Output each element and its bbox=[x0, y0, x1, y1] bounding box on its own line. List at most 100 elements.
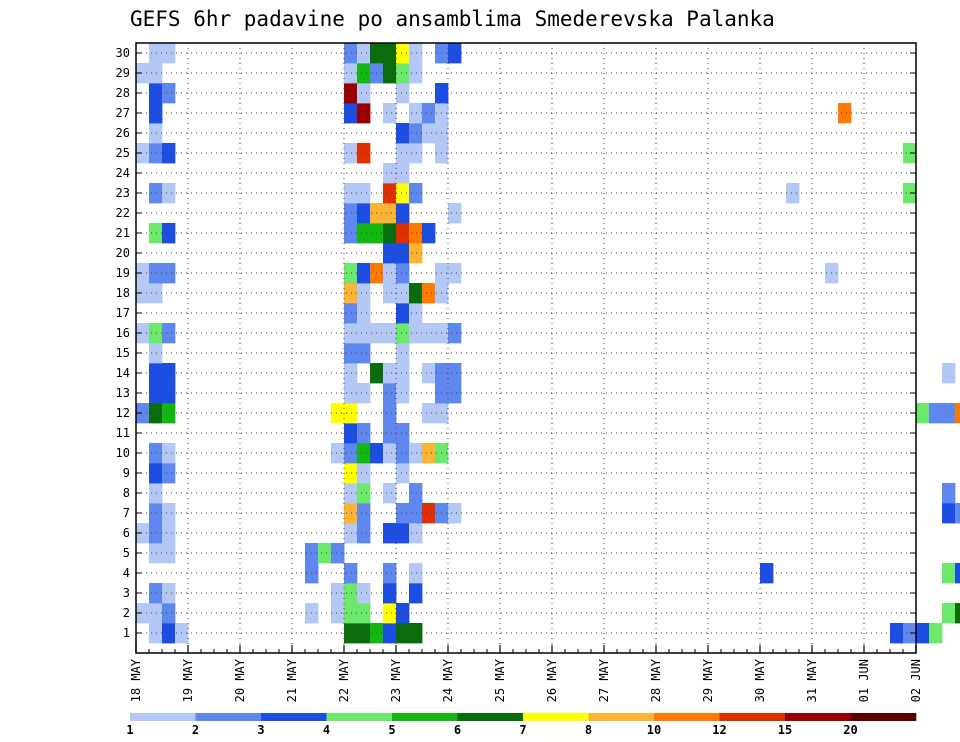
x-tick-label: 30 MAY bbox=[753, 658, 767, 702]
cell-m21-s21 bbox=[409, 223, 423, 244]
y-tick-label: 10 bbox=[116, 446, 130, 460]
cell-m18-s20 bbox=[396, 283, 410, 304]
cell-m4-s16 bbox=[344, 563, 358, 584]
cell-m25-s17 bbox=[357, 143, 371, 164]
cell-m13-s2 bbox=[162, 383, 176, 404]
cell-m3-s19 bbox=[383, 583, 397, 604]
cell-m16-s24 bbox=[448, 323, 462, 344]
cell-m29-s0 bbox=[136, 63, 150, 84]
cell-m28-s20 bbox=[396, 83, 410, 104]
cell-m6-s21 bbox=[409, 523, 423, 544]
cell-m7-s17 bbox=[357, 503, 371, 524]
y-axis-ticks: 1234567891011121314151617181920212223242… bbox=[116, 46, 916, 640]
cell-m11-s16 bbox=[344, 423, 358, 444]
cell-m21-s16 bbox=[344, 223, 358, 244]
cell-m26-s21 bbox=[409, 123, 423, 144]
cell-m21-s22 bbox=[422, 223, 436, 244]
x-tick-label: 31 MAY bbox=[805, 658, 819, 702]
colorbar-label: 2 bbox=[192, 723, 199, 737]
cell-m2-s15 bbox=[331, 603, 345, 624]
cell-m7-s2 bbox=[162, 503, 176, 524]
colorbar-segment bbox=[785, 713, 851, 721]
x-tick-label: 26 MAY bbox=[545, 658, 559, 702]
cell-m2-s63 bbox=[955, 603, 960, 624]
cell-m27-s21 bbox=[409, 103, 423, 124]
cell-m12-s62 bbox=[942, 403, 956, 424]
colorbar-segment bbox=[588, 713, 655, 721]
cell-m19-s1 bbox=[149, 263, 163, 284]
cell-m1-s59 bbox=[903, 623, 917, 644]
colorbar-label: 6 bbox=[454, 723, 461, 737]
cell-m16-s21 bbox=[409, 323, 423, 344]
colorbar-segment bbox=[392, 713, 458, 721]
cell-m10-s2 bbox=[162, 443, 176, 464]
cell-m14-s16 bbox=[344, 363, 358, 384]
cell-m8-s16 bbox=[344, 483, 358, 504]
cell-m28-s16 bbox=[344, 83, 358, 104]
cell-m22-s16 bbox=[344, 203, 358, 224]
cell-m29-s21 bbox=[409, 63, 423, 84]
cell-m19-s0 bbox=[136, 263, 150, 284]
x-tick-label: 01 JUN bbox=[857, 659, 871, 702]
cell-m13-s17 bbox=[357, 383, 371, 404]
y-tick-label: 1 bbox=[123, 626, 130, 640]
cell-m15-s1 bbox=[149, 343, 163, 364]
cell-m30-s24 bbox=[448, 43, 462, 64]
cell-m7-s1 bbox=[149, 503, 163, 524]
cell-m27-s19 bbox=[383, 103, 397, 124]
cell-m12-s16 bbox=[344, 403, 358, 424]
cell-m2-s2 bbox=[162, 603, 176, 624]
cell-m23-s17 bbox=[357, 183, 371, 204]
plot-frame bbox=[135, 42, 917, 654]
cell-m25-s21 bbox=[409, 143, 423, 164]
cell-m13-s24 bbox=[448, 383, 462, 404]
cell-m22-s24 bbox=[448, 203, 462, 224]
cell-m7-s16 bbox=[344, 503, 358, 524]
cell-m25-s1 bbox=[149, 143, 163, 164]
cell-m28-s2 bbox=[162, 83, 176, 104]
cell-m20-s19 bbox=[383, 243, 397, 264]
x-tick-label: 29 MAY bbox=[701, 658, 715, 702]
x-tick-label: 22 MAY bbox=[337, 658, 351, 702]
colorbar-label: 5 bbox=[388, 723, 395, 737]
cell-m12-s0 bbox=[136, 403, 150, 424]
cell-m14-s20 bbox=[396, 363, 410, 384]
colorbar-label: 8 bbox=[585, 723, 592, 737]
cell-m12-s1 bbox=[149, 403, 163, 424]
cell-m10-s19 bbox=[383, 443, 397, 464]
cell-m7-s24 bbox=[448, 503, 462, 524]
cell-m29-s17 bbox=[357, 63, 371, 84]
cell-m6-s0 bbox=[136, 523, 150, 544]
cell-m10-s21 bbox=[409, 443, 423, 464]
cell-m14-s2 bbox=[162, 363, 176, 384]
cell-m17-s21 bbox=[409, 303, 423, 324]
colorbar-label: 12 bbox=[712, 723, 726, 737]
cell-m3-s2 bbox=[162, 583, 176, 604]
y-tick-label: 15 bbox=[116, 346, 130, 360]
cell-m23-s19 bbox=[383, 183, 397, 204]
grid-lines bbox=[136, 43, 916, 653]
cell-m9-s1 bbox=[149, 463, 163, 484]
cell-m1-s61 bbox=[929, 623, 943, 644]
colorbar-label: 15 bbox=[778, 723, 792, 737]
cell-m28-s1 bbox=[149, 83, 163, 104]
cell-m1-s16 bbox=[344, 623, 358, 644]
cell-m23-s20 bbox=[396, 183, 410, 204]
x-tick-label: 28 MAY bbox=[649, 658, 663, 702]
cell-m10-s17 bbox=[357, 443, 371, 464]
cell-m27-s16 bbox=[344, 103, 358, 124]
cell-m4-s63 bbox=[955, 563, 960, 584]
cell-m11-s19 bbox=[383, 423, 397, 444]
cell-m16-s17 bbox=[357, 323, 371, 344]
cell-m10-s15 bbox=[331, 443, 345, 464]
cell-m17-s20 bbox=[396, 303, 410, 324]
cell-m18-s16 bbox=[344, 283, 358, 304]
cell-m4-s62 bbox=[942, 563, 956, 584]
cell-m8-s19 bbox=[383, 483, 397, 504]
y-tick-label: 26 bbox=[116, 126, 130, 140]
colorbar-segment bbox=[326, 713, 393, 721]
cell-m6-s20 bbox=[396, 523, 410, 544]
cell-m1-s17 bbox=[357, 623, 371, 644]
y-tick-label: 7 bbox=[123, 506, 130, 520]
